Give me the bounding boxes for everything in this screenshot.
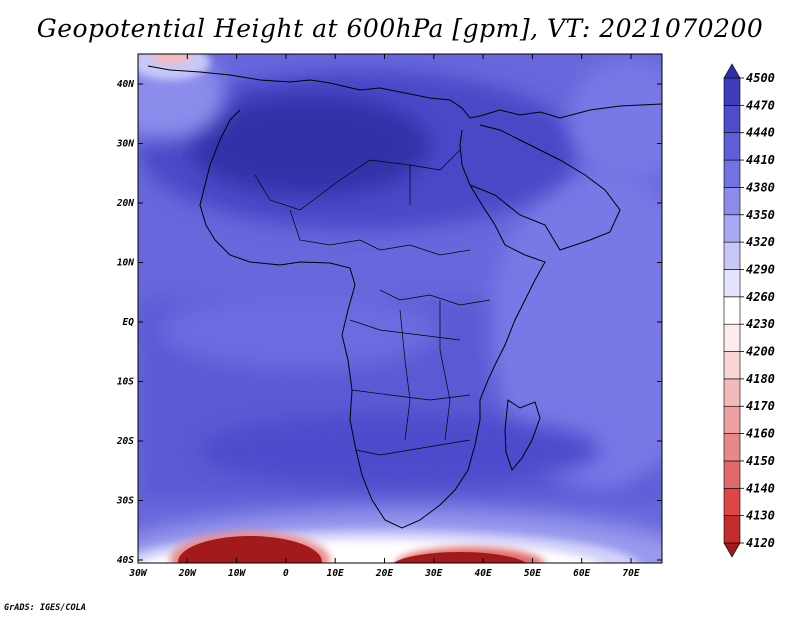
colorbar-label: 4500 xyxy=(746,71,775,85)
x-tick-label: 0 xyxy=(283,568,289,579)
geopotential-height-field xyxy=(138,54,662,563)
colorbar-bin xyxy=(723,378,741,407)
grads-credit: GrADS: IGES/COLA xyxy=(4,603,86,613)
x-tick-label: 30W xyxy=(128,568,147,579)
colorbar-label: 4150 xyxy=(746,454,775,468)
colorbar-bin xyxy=(723,132,741,161)
colorbar-label: 4140 xyxy=(746,481,775,495)
colorbar: 4120 4130 4140 4150 4160 4170 4180 4200 4230 4260… xyxy=(723,63,775,558)
colorbar-bin xyxy=(723,433,741,462)
x-tick-label: 20E xyxy=(375,568,393,579)
colorbar-bin xyxy=(723,487,741,516)
colorbar-label: 4120 xyxy=(746,536,775,550)
y-tick-label: 40S xyxy=(117,555,134,566)
colorbar-label: 4230 xyxy=(746,317,775,331)
colorbar-label: 4440 xyxy=(746,126,775,140)
colorbar-bin xyxy=(723,187,741,216)
x-tick-label: 60E xyxy=(573,568,590,579)
colorbar-label: 4290 xyxy=(746,262,775,276)
plot-frame xyxy=(137,53,663,564)
colorbar-label: 4130 xyxy=(746,509,775,523)
x-tick-label: 10W xyxy=(228,568,246,579)
colorbar-label: 4180 xyxy=(746,372,775,386)
colorbar-label: 4470 xyxy=(746,98,775,112)
colorbar-bin xyxy=(723,542,741,558)
colorbar-label: 4380 xyxy=(746,180,775,194)
x-tick-label: 10E xyxy=(327,568,344,579)
colorbar-bin xyxy=(723,269,741,298)
colorbar-bin xyxy=(723,105,741,134)
x-tick-label: 20W xyxy=(178,568,197,579)
country-borders xyxy=(254,149,491,456)
colorbar-label: 4160 xyxy=(746,427,775,441)
colorbar-label: 4410 xyxy=(746,153,775,167)
coastlines xyxy=(147,65,662,529)
x-tick-label: 40E xyxy=(475,568,492,579)
x-tick-label: 70E xyxy=(622,568,639,579)
colorbar-bin xyxy=(723,241,741,270)
colorbar-bin xyxy=(723,214,741,243)
y-tick-label: 40N xyxy=(117,79,134,90)
colorbar-bin xyxy=(723,323,741,352)
x-tick-label: 50E xyxy=(524,568,541,579)
colorbar-bin xyxy=(723,515,741,544)
y-tick-label: 20S xyxy=(116,436,134,447)
colorbar-bin xyxy=(723,296,741,325)
colorbar-label: 4320 xyxy=(746,235,775,249)
colorbar-label: 4200 xyxy=(746,345,775,359)
y-tick-label: 20N xyxy=(116,198,134,209)
colorbar-bin xyxy=(723,405,741,434)
map-title: Geopotential Height at 600hPa [gpm], VT:… xyxy=(36,14,764,43)
colorbar-bin xyxy=(723,63,741,79)
y-tick-label: 30S xyxy=(116,496,134,507)
colorbar-bin xyxy=(723,77,741,106)
colorbar-label: 4170 xyxy=(746,399,775,413)
colorbar-bin xyxy=(723,351,741,380)
x-axis: 30W 20W 10W 0 10E 20E 30E 40E 50E 60E 70E xyxy=(128,54,640,579)
colorbar-label: 4260 xyxy=(746,290,775,304)
x-tick-label: 30E xyxy=(424,568,442,579)
y-tick-label: 30N xyxy=(116,139,134,150)
y-tick-label: 10N xyxy=(117,258,134,269)
y-tick-label: EQ xyxy=(123,317,135,328)
y-axis: 40N 30N 20N 10N EQ 10S 20S 30S 40S xyxy=(116,79,662,566)
colorbar-label: 4350 xyxy=(746,208,775,222)
colorbar-bin xyxy=(723,460,741,489)
y-tick-label: 10S xyxy=(117,377,134,388)
colorbar-bin xyxy=(723,159,741,188)
